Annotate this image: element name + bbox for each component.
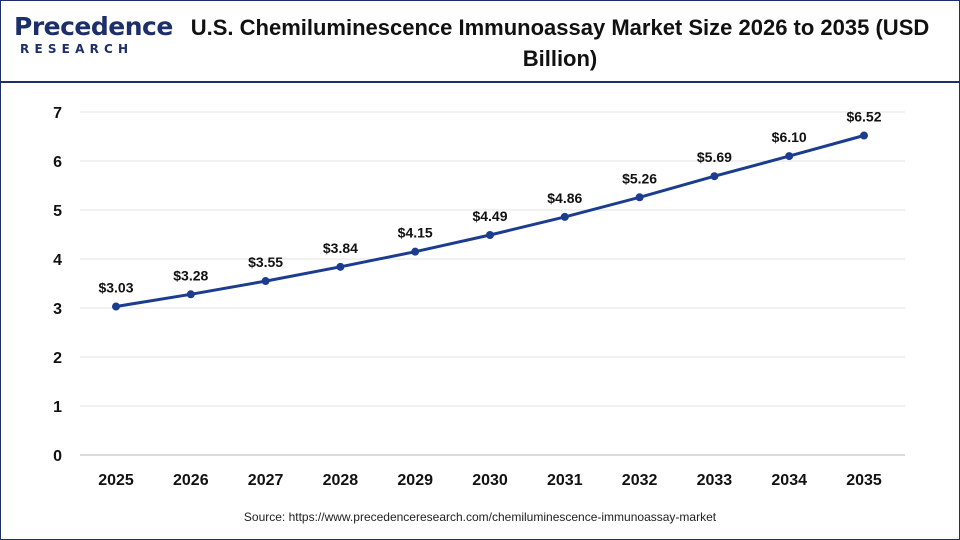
x-tick-label: 2025 (98, 472, 134, 489)
logo-wordmark: Precedence (14, 12, 173, 41)
data-point (261, 277, 270, 286)
data-label: $6.10 (772, 129, 807, 145)
data-label: $3.28 (173, 267, 208, 283)
x-tick-label: 2027 (248, 472, 284, 489)
chart-title: U.S. Chemiluminescence Immunoassay Marke… (190, 15, 930, 71)
data-point (112, 302, 120, 311)
y-tick-label: 7 (53, 105, 62, 122)
data-point (560, 212, 569, 221)
data-point (635, 193, 644, 202)
logo-tagline: RESEARCH (20, 42, 134, 56)
x-tick-label: 2033 (697, 472, 733, 489)
precedence-logo: Precedence RESEARCH (14, 12, 173, 64)
x-tick-label: 2030 (472, 472, 508, 489)
source-note: Source: https://www.precedenceresearch.c… (243, 510, 717, 524)
y-tick-label: 6 (53, 154, 62, 171)
y-tick-label: 3 (53, 301, 62, 318)
y-tick-label: 0 (53, 448, 62, 465)
data-label: $4.86 (547, 190, 582, 206)
y-tick-label: 5 (53, 203, 62, 220)
data-label: $3.55 (248, 254, 283, 270)
data-point (411, 247, 420, 256)
data-label: $4.49 (472, 208, 507, 224)
x-tick-label: 2035 (846, 472, 882, 489)
data-points (112, 131, 868, 311)
x-tick-label: 2032 (622, 472, 658, 489)
grid-lines (80, 111, 905, 407)
y-tick-label: 1 (53, 399, 62, 416)
data-point (710, 172, 719, 181)
data-label: $6.52 (846, 109, 881, 125)
header-divider (0, 81, 960, 83)
data-labels: $3.03 $3.28 $3.55 $3.84 $4.15 $4.49 $4.86 $5.26… (98, 109, 881, 296)
data-point (860, 131, 868, 140)
data-label: $5.69 (697, 149, 732, 165)
x-tick-labels: 2025 2026 2027 2028 2029 2030 2031 2032 2033 2034… (98, 472, 882, 489)
data-label: $3.03 (98, 280, 133, 296)
x-tick-label: 2029 (397, 472, 433, 489)
x-tick-label: 2026 (173, 472, 209, 489)
data-point (186, 290, 195, 299)
data-label: $5.26 (622, 170, 657, 186)
data-point (336, 262, 345, 271)
data-point (486, 230, 494, 239)
data-point (785, 152, 794, 161)
header: Precedence RESEARCH U.S. Chemiluminescen… (0, 0, 960, 82)
x-tick-label: 2028 (323, 472, 359, 489)
y-tick-label: 4 (53, 252, 62, 269)
y-tick-label: 2 (53, 350, 62, 367)
x-tick-label: 2034 (771, 472, 807, 489)
data-label: $4.15 (398, 225, 433, 241)
data-label: $3.84 (323, 240, 358, 256)
x-tick-label: 2031 (547, 472, 583, 489)
y-tick-labels: 0 1 2 3 4 5 6 7 (53, 105, 62, 465)
